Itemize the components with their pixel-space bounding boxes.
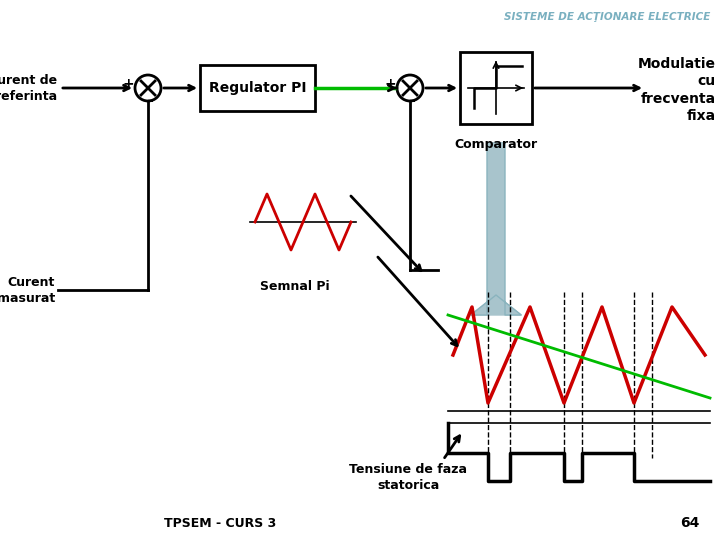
Text: Tensiune de faza
statorica: Tensiune de faza statorica	[349, 463, 467, 492]
Text: Modulatie
cu
frecventa
fixa: Modulatie cu frecventa fixa	[638, 57, 716, 123]
Text: Curent
masurat: Curent masurat	[0, 275, 55, 305]
Bar	[460, 52, 532, 124]
Text: Comparator: Comparator	[454, 138, 538, 151]
Text: -: -	[408, 92, 415, 110]
Text: Regulator PI: Regulator PI	[209, 81, 306, 95]
Text: Semnal Pi: Semnal Pi	[260, 280, 330, 293]
Text: +: +	[122, 77, 134, 91]
Text: 64: 64	[680, 516, 700, 530]
Text: +: +	[384, 77, 396, 91]
Polygon shape	[471, 295, 521, 315]
Text: SISTEME DE ACŢIONARE ELECTRICE: SISTEME DE ACŢIONARE ELECTRICE	[503, 12, 710, 22]
Bar	[487, 142, 505, 315]
Bar	[200, 65, 315, 111]
Text: TPSEM - CURS 3: TPSEM - CURS 3	[164, 517, 276, 530]
Text: Curent de
referinta: Curent de referinta	[0, 73, 57, 103]
Text: -: -	[147, 92, 153, 110]
